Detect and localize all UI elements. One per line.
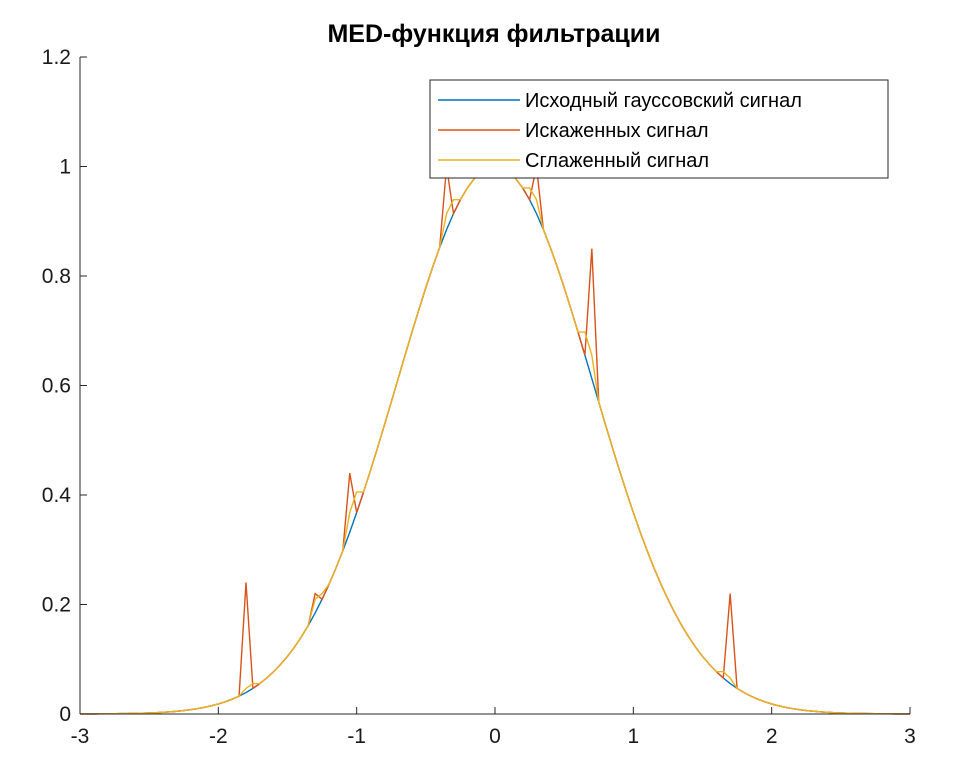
x-tick-label: -3 (71, 725, 90, 748)
x-tick-label: -1 (347, 725, 366, 748)
y-ticks: 0 0.2 0.4 0.6 0.8 1 1.2 (42, 46, 87, 726)
x-tick-label: 3 (904, 725, 916, 748)
x-tick-label: -2 (209, 725, 228, 748)
legend-label-0: Исходный гауссовский сигнал (525, 90, 802, 112)
legend-label-2: Сглаженный сигнал (525, 150, 709, 172)
x-ticks: -3 -2 -1 0 1 2 3 (71, 707, 916, 748)
legend: Исходный гауссовский сигнал Искаженных с… (429, 79, 889, 179)
x-tick-label: 1 (627, 725, 639, 748)
chart-title: MED-функция фильтрации (327, 20, 660, 48)
y-tick-label: 0 (59, 703, 71, 726)
x-tick-label: 0 (489, 725, 501, 748)
y-tick-label: 1 (59, 156, 71, 179)
x-tick-label: 2 (766, 725, 778, 748)
legend-box (429, 79, 889, 179)
y-tick-label: 0.6 (42, 375, 71, 398)
y-tick-label: 0.8 (42, 265, 71, 288)
y-tick-label: 0.4 (42, 484, 72, 507)
y-tick-label: 0.2 (42, 594, 71, 617)
y-tick-label: 1.2 (42, 46, 71, 69)
legend-label-1: Искаженных сигнал (525, 120, 709, 142)
